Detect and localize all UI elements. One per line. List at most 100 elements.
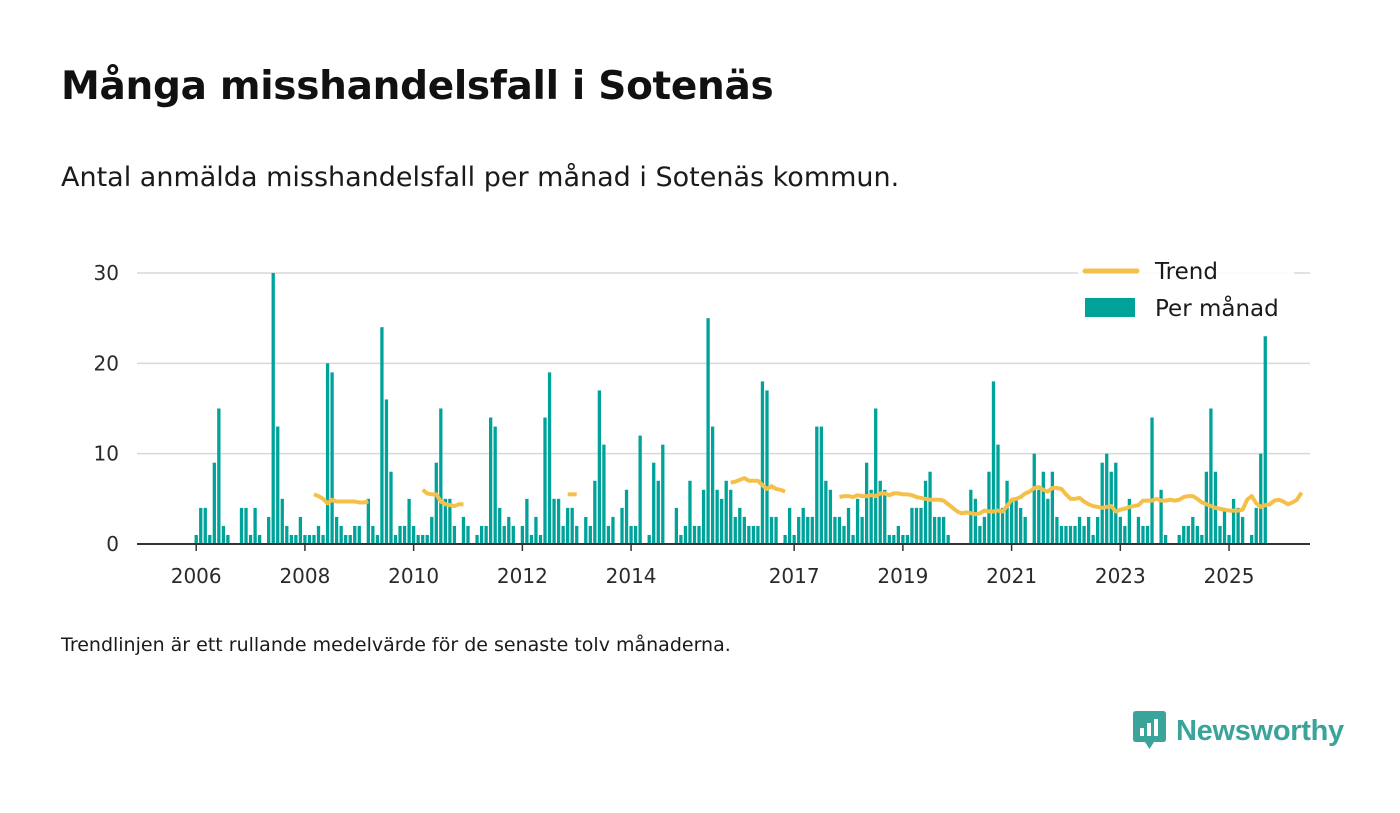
bar-per-manad bbox=[1222, 507, 1227, 544]
bar-per-manad bbox=[688, 480, 692, 544]
bar-per-manad bbox=[1195, 525, 1199, 544]
bar-per-manad bbox=[575, 525, 579, 544]
bar-per-manad bbox=[303, 534, 307, 544]
bar-per-manad bbox=[1105, 453, 1109, 544]
bar-per-manad bbox=[928, 471, 932, 544]
bar-per-manad bbox=[294, 534, 298, 544]
bar-per-manad bbox=[815, 426, 819, 544]
bar-per-manad bbox=[1077, 516, 1082, 544]
bar-per-manad bbox=[883, 489, 887, 544]
axes: 0 10 20 30 2006 2008 2010 2012 2014 2017 2019 2021 2… bbox=[94, 261, 1310, 588]
bar-per-manad bbox=[461, 516, 466, 544]
bar-per-manad bbox=[203, 507, 207, 544]
bar-per-manad bbox=[837, 516, 842, 544]
bar-per-manad bbox=[1096, 516, 1100, 544]
bar-per-manad bbox=[561, 525, 565, 544]
bar-per-manad bbox=[443, 498, 447, 544]
x-tick-label-2014: 2014 bbox=[606, 564, 657, 588]
bar-per-manad bbox=[1141, 525, 1145, 544]
bar-per-manad bbox=[307, 534, 312, 544]
bar-per-manad bbox=[1064, 525, 1068, 544]
bar-per-manad bbox=[1150, 417, 1154, 544]
bar-per-manad bbox=[810, 516, 814, 544]
x-tick-label-2010: 2010 bbox=[388, 564, 439, 588]
legend-label-per-manad: Per månad bbox=[1155, 294, 1279, 322]
bar-per-manad bbox=[507, 516, 511, 544]
bar-per-manad bbox=[896, 525, 900, 544]
bar-per-manad bbox=[765, 390, 769, 544]
x-tick-label-2008: 2008 bbox=[279, 564, 330, 588]
bar-per-manad bbox=[425, 534, 429, 544]
bar-per-manad bbox=[398, 525, 402, 544]
bar-per-manad bbox=[851, 534, 855, 544]
bar-per-manad bbox=[276, 426, 280, 544]
bar-per-manad bbox=[1032, 453, 1036, 544]
bar-per-manad bbox=[570, 507, 574, 544]
bar-per-manad bbox=[733, 516, 737, 544]
bar-per-manad bbox=[991, 381, 996, 544]
bar-per-manad bbox=[701, 489, 706, 544]
bar-per-manad bbox=[864, 462, 869, 544]
bar-per-manad bbox=[1019, 507, 1023, 544]
bar-per-manad bbox=[769, 516, 774, 544]
bar-per-manad bbox=[801, 507, 805, 544]
bar-per-manad bbox=[1218, 525, 1222, 544]
bar-per-manad bbox=[1059, 525, 1064, 544]
bar-per-manad bbox=[620, 507, 624, 544]
bar-per-manad bbox=[421, 534, 425, 544]
bar-per-manad bbox=[416, 534, 420, 544]
bar-per-manad bbox=[661, 444, 665, 544]
bar-per-manad bbox=[1005, 480, 1009, 544]
line-series-trend bbox=[313, 476, 1304, 517]
bar-per-manad bbox=[1000, 507, 1005, 544]
bar-per-manad bbox=[593, 480, 597, 544]
bar-per-manad bbox=[1182, 525, 1186, 544]
bar-per-manad bbox=[1114, 462, 1118, 544]
footnote: Trendlinjen är ett rullande medelvärde f… bbox=[61, 634, 731, 656]
bar-per-manad bbox=[353, 525, 357, 544]
legend-label-trend: Trend bbox=[1154, 259, 1218, 285]
x-tick-label-2023: 2023 bbox=[1095, 564, 1146, 588]
bar-per-manad bbox=[597, 390, 602, 544]
bar-per-manad bbox=[855, 498, 860, 544]
trend-line-segment bbox=[313, 492, 369, 506]
bar-per-manad bbox=[683, 525, 688, 544]
bar-per-manad bbox=[1209, 408, 1213, 544]
bar-per-manad bbox=[724, 480, 728, 544]
bar-per-manad bbox=[629, 525, 633, 544]
bar-per-manad bbox=[606, 525, 611, 544]
bar-per-manad bbox=[389, 471, 393, 544]
bar-per-manad bbox=[611, 516, 615, 544]
bar-per-manad bbox=[1041, 471, 1045, 544]
bar-per-manad bbox=[584, 516, 588, 544]
bar-per-manad bbox=[846, 507, 851, 544]
bar-per-manad bbox=[1159, 489, 1163, 544]
bar-per-manad bbox=[923, 480, 928, 544]
bar-per-manad bbox=[525, 498, 529, 544]
bar-per-manad bbox=[384, 399, 389, 544]
bar-per-manad bbox=[375, 534, 380, 544]
bar-per-manad bbox=[520, 525, 525, 544]
bar-per-manad bbox=[1068, 525, 1073, 544]
x-tick-label-2025: 2025 bbox=[1204, 564, 1255, 588]
bar-per-manad bbox=[742, 516, 746, 544]
legend: Trend Per månad bbox=[1078, 254, 1294, 324]
x-tick-label-2019: 2019 bbox=[877, 564, 928, 588]
bar-per-manad bbox=[257, 534, 262, 544]
bar-per-manad bbox=[638, 435, 642, 544]
monthly-assault-chart: 0 10 20 30 2006 2008 2010 2012 2014 2017 2019 2021 2… bbox=[93, 254, 1310, 588]
bar-per-manad bbox=[411, 525, 416, 544]
bar-per-manad bbox=[330, 372, 334, 544]
bar-per-manad bbox=[217, 408, 221, 544]
bar-per-manad bbox=[715, 489, 719, 544]
bar-per-manad bbox=[1177, 534, 1181, 544]
bar-per-manad bbox=[828, 489, 833, 544]
bar-per-manad bbox=[792, 534, 796, 544]
bar-per-manad bbox=[1163, 534, 1168, 544]
bar-per-manad bbox=[371, 525, 375, 544]
bar-per-manad bbox=[489, 417, 493, 544]
bar-per-manad bbox=[316, 525, 321, 544]
bar-per-manad bbox=[787, 507, 792, 544]
bar-per-manad bbox=[534, 516, 538, 544]
bar-per-manad bbox=[887, 534, 891, 544]
